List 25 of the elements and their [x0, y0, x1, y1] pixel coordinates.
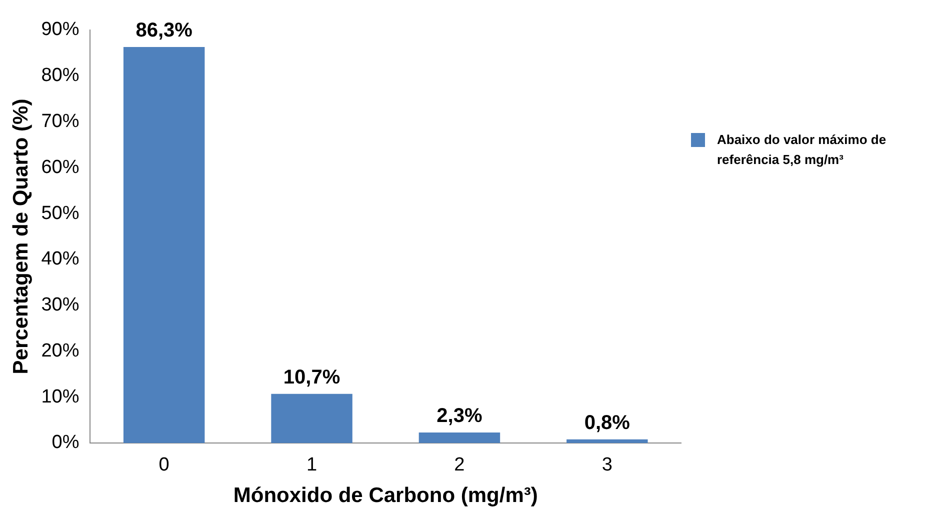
y-axis-title: Percentagem de Quarto (%) [9, 98, 32, 374]
x-tick-label: 0 [158, 454, 170, 476]
bar [123, 46, 205, 443]
x-tick-label: 2 [454, 454, 465, 476]
x-axis-title: Mónoxido de Carbono (mg/m³) [233, 484, 538, 508]
y-tick-label: 50% [41, 202, 80, 224]
data-label: 2,3% [436, 404, 482, 427]
bar [418, 432, 500, 443]
data-label: 0,8% [584, 412, 630, 434]
bar [271, 394, 352, 443]
y-tick-label: 0% [52, 432, 80, 454]
data-label: 86,3% [136, 19, 193, 42]
y-tick-label: 60% [41, 156, 80, 178]
y-tick-label: 30% [41, 294, 80, 316]
y-tick-label: 80% [41, 65, 80, 86]
y-tick-label: 10% [41, 386, 80, 408]
x-tick-label: 3 [602, 454, 612, 476]
y-tick-label: 40% [41, 248, 80, 270]
data-label: 10,7% [283, 366, 340, 388]
legend-label: Abaixo do valor máximo de referência 5,8 mg/m³ [717, 131, 888, 169]
y-tick-label: 20% [41, 340, 80, 362]
x-tick-label: 1 [306, 454, 318, 476]
bar [566, 439, 648, 443]
y-tick-label: 90% [41, 19, 80, 40]
y-tick-label: 70% [41, 111, 80, 132]
